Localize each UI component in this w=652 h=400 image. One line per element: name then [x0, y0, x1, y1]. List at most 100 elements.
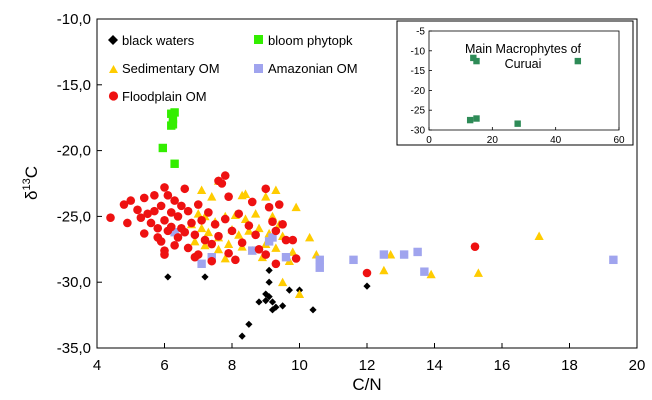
data-point	[106, 213, 115, 223]
data-point	[291, 202, 301, 212]
data-point	[309, 306, 317, 314]
legend-item-black-waters: black waters	[108, 33, 195, 48]
legend-marker-triangle	[109, 65, 118, 73]
x-tick-label: 20	[629, 357, 646, 374]
x-tick-label: 10	[291, 357, 308, 374]
data-point	[288, 247, 298, 256]
data-point	[200, 240, 210, 250]
data-point	[288, 235, 298, 245]
x-tick-label: 18	[561, 357, 578, 374]
legend-item-amazonian-om: Amazonian OM	[254, 61, 358, 76]
y-axis-title-element: C	[22, 166, 41, 178]
data-point	[193, 209, 203, 218]
data-point	[245, 320, 253, 328]
data-point	[231, 255, 240, 265]
data-point	[609, 255, 618, 265]
data-point	[413, 247, 422, 257]
data-point	[240, 189, 251, 198]
legend-label-black-waters: black waters	[122, 33, 195, 48]
series-black-waters	[164, 266, 371, 340]
inset-y-tick-label: -30	[411, 126, 426, 137]
series-bloom-phytopk	[158, 108, 179, 168]
data-point	[160, 216, 169, 225]
inset-data-point	[466, 116, 474, 124]
data-point	[271, 243, 281, 252]
data-point	[399, 250, 409, 259]
inset-x-tick-label: 60	[613, 135, 625, 146]
data-point	[234, 230, 244, 239]
data-point	[190, 230, 200, 240]
data-point	[220, 253, 230, 263]
data-point	[254, 245, 264, 254]
data-point	[426, 269, 436, 279]
data-point	[166, 222, 176, 232]
data-point	[123, 218, 132, 228]
data-point	[173, 233, 183, 242]
inset-y-tick-label: -10	[411, 46, 426, 57]
data-point	[200, 235, 210, 245]
data-point	[473, 268, 483, 277]
data-point	[262, 290, 270, 298]
data-point	[244, 226, 254, 235]
inset-y-tick-label: -25	[411, 106, 426, 117]
data-point	[255, 298, 263, 306]
inset-x-tick-label: 20	[487, 135, 499, 146]
series-floodplain-om	[106, 171, 480, 278]
y-tick-label: -10,0	[57, 11, 91, 28]
data-point	[281, 252, 291, 262]
data-point	[254, 223, 264, 233]
data-point	[251, 230, 260, 240]
inset-data-point	[574, 57, 582, 65]
data-point	[180, 184, 190, 194]
data-point	[294, 289, 305, 298]
data-point	[213, 244, 224, 254]
data-point	[386, 249, 396, 259]
data-point	[170, 159, 179, 168]
data-point	[190, 252, 200, 262]
data-point	[207, 192, 217, 201]
inset-x-tick-label: 0	[426, 135, 432, 146]
data-point	[240, 214, 251, 223]
data-point	[247, 197, 257, 207]
data-point	[420, 267, 429, 276]
data-point	[349, 255, 358, 265]
legend-item-sedimentary-om: Sedimentary OM	[109, 61, 220, 76]
data-point	[279, 302, 287, 310]
data-point	[271, 259, 281, 269]
legend-label-bloom-phytopk: bloom phytopk	[268, 33, 353, 48]
data-point	[224, 192, 233, 201]
data-point	[264, 202, 274, 212]
data-point	[274, 200, 284, 209]
main-axis-ticks: 4 6 8 10 12 14 16 18 20 -10,0 -15,0 -20,0 -25,0 -30,0…	[57, 11, 646, 374]
data-point	[201, 273, 209, 281]
inset-plot-area	[428, 30, 620, 131]
data-point	[133, 205, 142, 215]
data-point	[170, 227, 179, 237]
data-point	[183, 243, 193, 253]
data-point	[170, 196, 179, 205]
data-point	[234, 209, 244, 219]
data-point	[278, 277, 288, 287]
data-point	[278, 219, 287, 229]
data-point	[268, 217, 277, 226]
inset-axis-ticks: 0 20 40 60 -5 -10 -15 -20 -25 -30	[411, 27, 625, 147]
inset-title-line1: Main Macrophytes of	[465, 42, 582, 56]
y-axis-title-superscript: 13	[21, 178, 33, 190]
data-point	[379, 250, 389, 259]
legend-marker-square-lavender	[254, 64, 263, 73]
data-point	[177, 201, 186, 211]
data-point	[281, 235, 291, 245]
data-point	[197, 259, 206, 268]
data-point	[251, 209, 261, 218]
x-tick-label: 8	[228, 357, 236, 374]
x-tick-label: 16	[494, 357, 511, 374]
data-point	[291, 254, 301, 263]
data-point	[271, 185, 281, 194]
data-point	[207, 239, 217, 249]
data-point	[237, 238, 247, 248]
data-point	[146, 218, 156, 228]
legend-label-amazonian-om: Amazonian OM	[268, 61, 358, 76]
data-point	[534, 231, 544, 241]
x-tick-label: 12	[359, 357, 376, 374]
